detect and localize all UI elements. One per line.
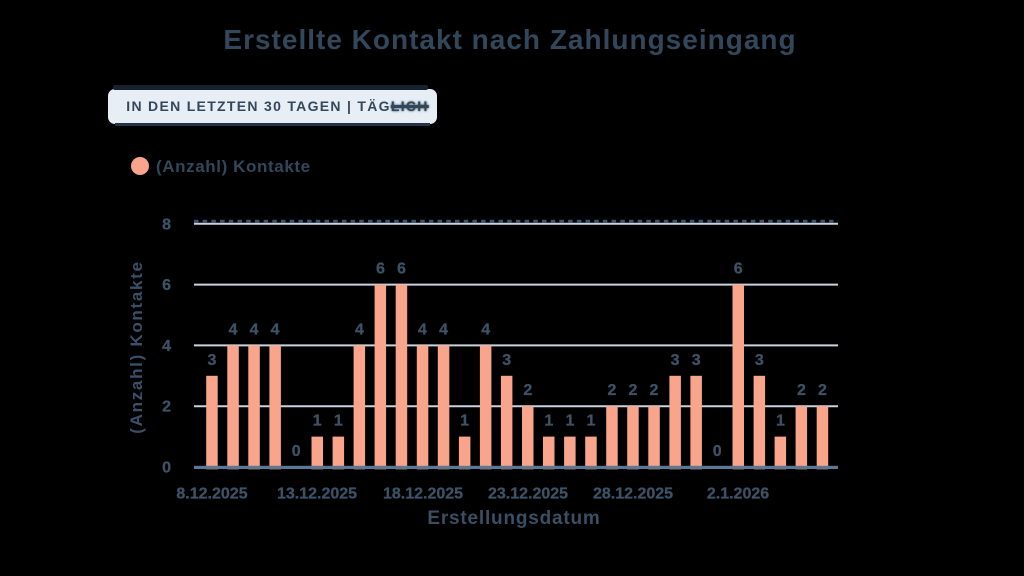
svg-text:Erstellungsdatum: Erstellungsdatum: [427, 508, 600, 529]
svg-text:1: 1: [334, 413, 343, 430]
svg-text:3: 3: [755, 352, 764, 369]
svg-text:4: 4: [418, 321, 427, 338]
svg-text:0: 0: [713, 443, 722, 460]
svg-text:8: 8: [162, 217, 171, 234]
svg-text:1: 1: [313, 413, 322, 430]
svg-text:2: 2: [818, 382, 827, 399]
svg-text:2: 2: [608, 382, 617, 399]
svg-text:2: 2: [162, 399, 171, 416]
svg-text:3: 3: [671, 352, 680, 369]
svg-text:3: 3: [502, 352, 511, 369]
svg-text:6: 6: [162, 277, 171, 294]
svg-text:(Anzahl) Kontakte: (Anzahl) Kontakte: [127, 260, 146, 433]
svg-text:13.12.2025: 13.12.2025: [277, 486, 357, 503]
svg-text:6: 6: [397, 261, 406, 278]
svg-text:1: 1: [776, 413, 785, 430]
svg-text:3: 3: [208, 352, 217, 369]
svg-text:4: 4: [162, 338, 171, 355]
svg-text:2.1.2026: 2.1.2026: [707, 486, 769, 503]
svg-text:2: 2: [629, 382, 638, 399]
svg-text:2: 2: [523, 382, 532, 399]
svg-text:3: 3: [692, 352, 701, 369]
svg-text:4: 4: [355, 321, 364, 338]
svg-text:6: 6: [376, 261, 385, 278]
svg-text:4: 4: [250, 321, 259, 338]
svg-text:4: 4: [271, 321, 280, 338]
svg-text:28.12.2025: 28.12.2025: [593, 486, 673, 503]
svg-text:18.12.2025: 18.12.2025: [383, 486, 463, 503]
svg-text:23.12.2025: 23.12.2025: [488, 486, 568, 503]
svg-text:8.12.2025: 8.12.2025: [176, 486, 247, 503]
svg-text:1: 1: [586, 413, 595, 430]
svg-text:1: 1: [460, 413, 469, 430]
svg-text:2: 2: [650, 382, 659, 399]
svg-text:0: 0: [162, 460, 171, 477]
svg-text:4: 4: [439, 321, 448, 338]
svg-text:4: 4: [229, 321, 238, 338]
svg-text:1: 1: [544, 413, 553, 430]
svg-text:0: 0: [292, 443, 301, 460]
svg-text:6: 6: [734, 261, 743, 278]
svg-text:1: 1: [565, 413, 574, 430]
svg-text:2: 2: [797, 382, 806, 399]
svg-text:4: 4: [481, 321, 490, 338]
